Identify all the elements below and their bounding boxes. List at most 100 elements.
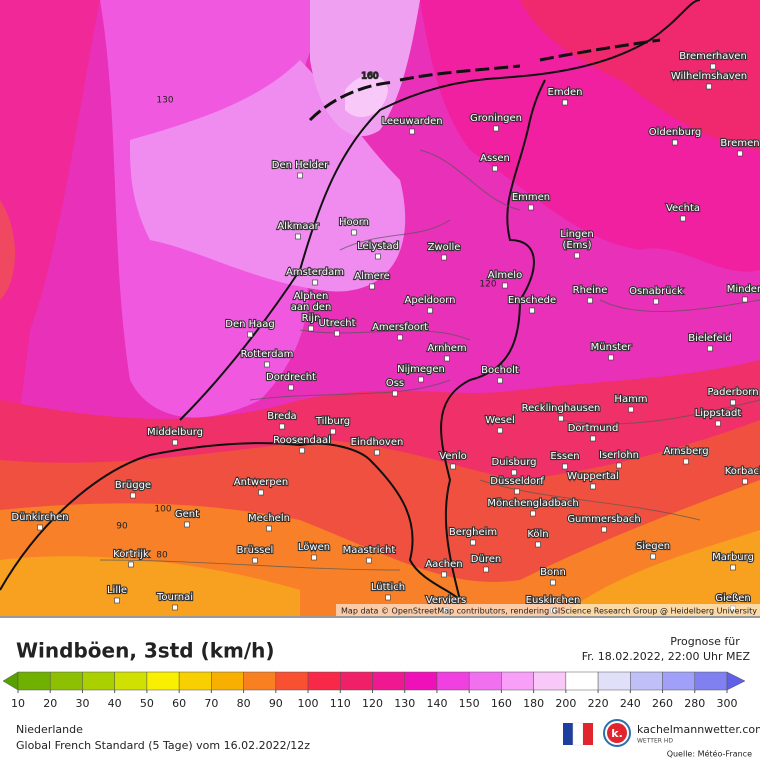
svg-text:k.: k. bbox=[611, 727, 623, 740]
city-label: Arnsberg bbox=[663, 446, 708, 457]
city-marker bbox=[502, 282, 508, 289]
colorbar-tick-label: 300 bbox=[717, 697, 738, 710]
city-label: Breda bbox=[267, 411, 296, 422]
colorbar-tick-label: 30 bbox=[75, 697, 89, 710]
colorbar-swatch bbox=[340, 671, 373, 691]
colorbar-swatch bbox=[533, 671, 567, 691]
forecast-label: Prognose für bbox=[670, 635, 740, 648]
city-label: Recklinghausen bbox=[522, 403, 601, 414]
city-marker bbox=[628, 406, 634, 413]
legend-title: Windböen, 3std (km/h) bbox=[16, 639, 275, 663]
city-label: Nijmegen bbox=[397, 364, 445, 375]
city-label: Bremen bbox=[720, 138, 759, 149]
city-marker bbox=[707, 345, 713, 352]
city-label: Lüttich bbox=[371, 582, 405, 593]
city-marker bbox=[672, 139, 678, 146]
city-marker bbox=[266, 525, 272, 532]
forecast-time: Fr. 18.02.2022, 22:00 Uhr MEZ bbox=[582, 650, 751, 663]
city-label: Tilburg bbox=[315, 416, 350, 427]
city-label: Lippstadt bbox=[695, 408, 742, 419]
city-marker bbox=[511, 469, 517, 476]
colorbar-swatch bbox=[211, 671, 244, 691]
brand-logo: k. bbox=[603, 719, 631, 747]
flag bbox=[563, 722, 593, 746]
city-label: Amsterdam bbox=[286, 267, 344, 278]
city-marker bbox=[392, 390, 398, 397]
city-label: aan den bbox=[291, 302, 332, 313]
colorbar-swatch bbox=[49, 671, 83, 691]
city-marker bbox=[258, 489, 264, 496]
contour-label: 130 bbox=[156, 96, 173, 106]
city-label: Siegen bbox=[636, 541, 670, 552]
city-marker bbox=[369, 283, 375, 290]
colorbar-swatch bbox=[404, 671, 438, 691]
city-label: Dünkirchen bbox=[11, 512, 68, 523]
brand[interactable]: kachelmannwetter.com bbox=[637, 723, 760, 736]
city-label: Löwen bbox=[298, 542, 330, 553]
city-marker bbox=[535, 541, 541, 548]
city-label: Paderborn bbox=[707, 387, 758, 398]
city-label: Bonn bbox=[540, 567, 566, 578]
colorbar-swatch bbox=[146, 671, 180, 691]
source: Quelle: Météo-France bbox=[667, 749, 752, 759]
city-label: Essen bbox=[550, 451, 579, 462]
city-label: Köln bbox=[527, 529, 548, 540]
colorbar-swatch bbox=[565, 671, 599, 691]
colorbar-swatch bbox=[501, 671, 534, 691]
city-label: Korbach bbox=[725, 466, 760, 477]
city-marker bbox=[562, 463, 568, 470]
colorbar-swatch bbox=[694, 671, 728, 691]
colorbar-tick-label: 80 bbox=[237, 697, 251, 710]
colorbar-tick-label: 110 bbox=[330, 697, 351, 710]
city-marker bbox=[311, 554, 317, 561]
colorbar-arrow-low bbox=[2, 671, 19, 691]
city-label: Groningen bbox=[470, 113, 522, 124]
city-label: Amersfoort bbox=[372, 322, 428, 333]
colorbar-tick-label: 90 bbox=[269, 697, 283, 710]
city-label: Bocholt bbox=[481, 365, 519, 376]
colorbar-swatch bbox=[307, 671, 341, 691]
city-marker bbox=[252, 557, 258, 564]
city-label: Maastricht bbox=[343, 545, 396, 556]
city-label: Oss bbox=[386, 378, 404, 389]
city-marker bbox=[418, 376, 424, 383]
colorbar-swatch bbox=[597, 671, 631, 691]
city-marker bbox=[590, 483, 596, 490]
city-label: Oldenburg bbox=[649, 127, 701, 138]
city-label: Verviers bbox=[426, 595, 467, 606]
city-marker bbox=[710, 63, 716, 70]
attribution: Map data © OpenStreetMap contributors, r… bbox=[341, 607, 757, 616]
city-marker bbox=[288, 384, 294, 391]
city-label: Hoorn bbox=[339, 217, 369, 228]
colorbar-tick-label: 100 bbox=[298, 697, 319, 710]
city-label: Utrecht bbox=[318, 318, 355, 329]
colorbar-swatch bbox=[468, 671, 502, 691]
city-label: Leeuwarden bbox=[381, 116, 442, 127]
city-marker bbox=[264, 361, 270, 368]
city-marker bbox=[128, 561, 134, 568]
colorbar-swatch bbox=[178, 671, 212, 691]
city-marker bbox=[497, 427, 503, 434]
colorbar-swatch bbox=[82, 671, 115, 691]
colorbar-swatch bbox=[275, 671, 309, 691]
city-label: Venlo bbox=[439, 451, 466, 462]
colorbar-swatch bbox=[630, 671, 663, 691]
borders bbox=[0, 0, 701, 601]
city-marker bbox=[37, 524, 43, 531]
city-marker bbox=[683, 458, 689, 465]
city-marker bbox=[530, 510, 536, 517]
city-label: Euskirchen bbox=[526, 595, 581, 606]
colorbar-tick-label: 140 bbox=[426, 697, 447, 710]
city-marker bbox=[444, 355, 450, 362]
city-marker bbox=[497, 377, 503, 384]
city-label: Dordrecht bbox=[266, 372, 316, 383]
city-label: Assen bbox=[480, 153, 510, 164]
city-marker bbox=[706, 83, 712, 90]
city-label: Lingen bbox=[560, 229, 594, 240]
city-marker bbox=[427, 307, 433, 314]
attribution-bg bbox=[336, 604, 760, 616]
city-marker bbox=[172, 439, 178, 446]
city-marker bbox=[366, 557, 372, 564]
city-label: Wilhelmshaven bbox=[671, 71, 747, 82]
